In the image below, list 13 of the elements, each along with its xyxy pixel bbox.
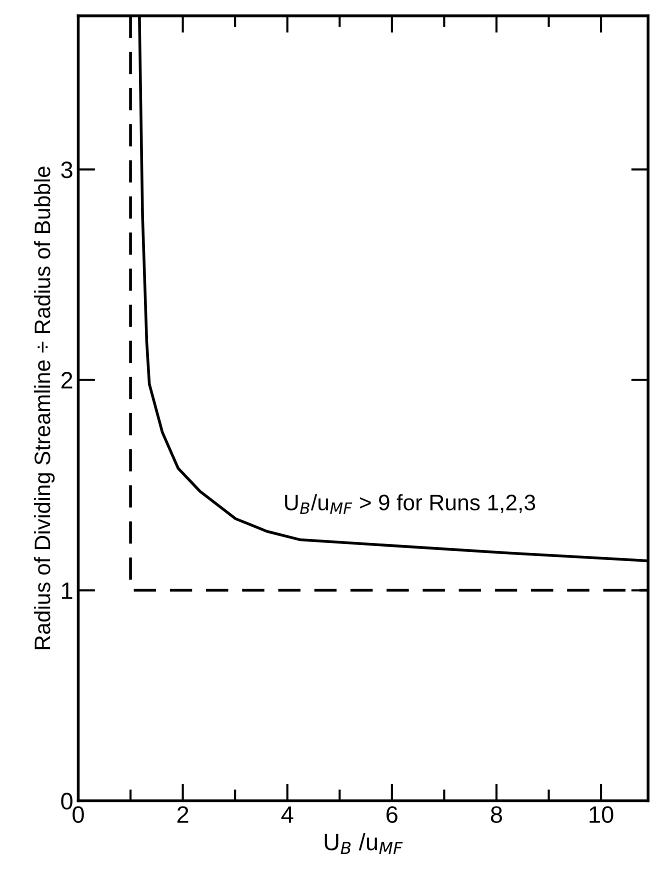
y-tick-label: 1 [62,582,72,599]
x-tick-label: 2 [177,806,188,823]
x-tick-label: 4 [281,806,294,823]
y-axis-title: Radius of Dividing Streamline ÷ Radius of Bubble [34,166,55,650]
x-axis-title: U$_{B}$ /u$_{MF}$ [324,833,403,854]
annotation: U$_{B}$/u$_{MF}$ > 9 for Runs 1,2,3 [285,494,536,514]
x-tick-label: 10 [590,806,614,823]
y-tick-label: 2 [61,372,72,388]
x-tick-label: 8 [490,806,502,823]
y-tick-label: 0 [61,792,72,810]
x-tick-label: 0 [72,806,84,823]
x-tick-label: 6 [386,806,398,823]
y-tick-label: 3 [61,161,72,178]
